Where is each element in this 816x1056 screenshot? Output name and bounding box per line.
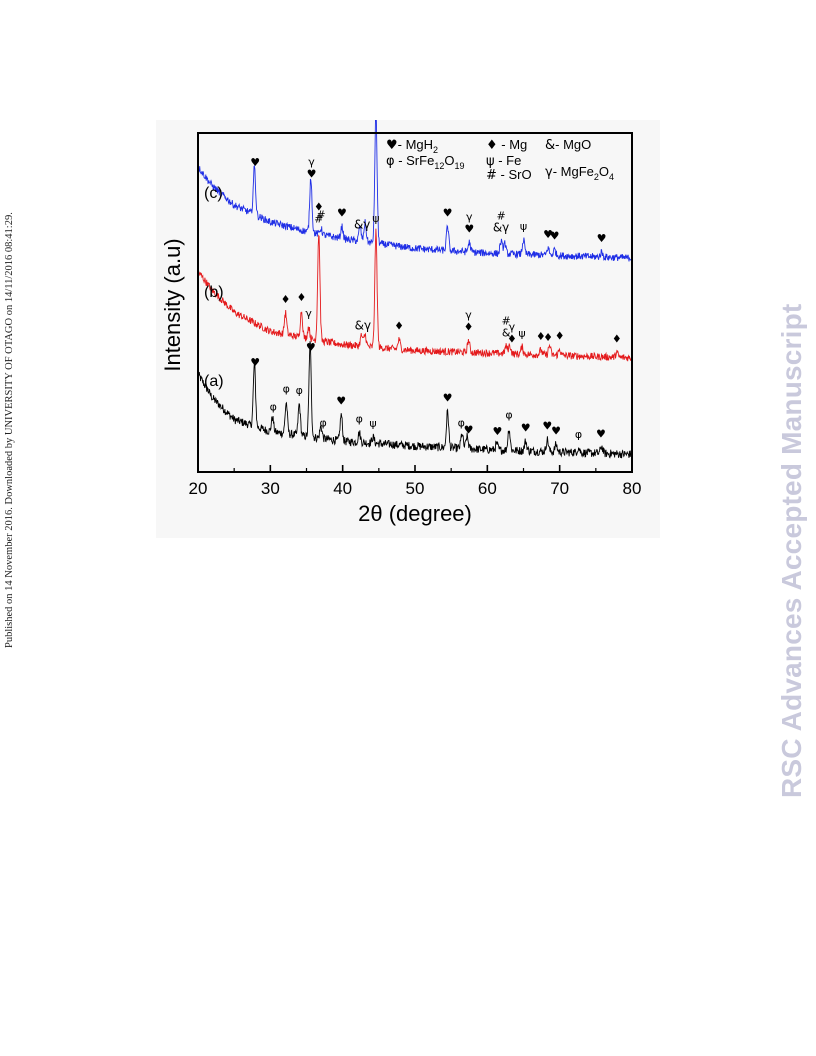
peak-marker: # <box>502 314 511 327</box>
peak-marker: ♥ <box>596 428 606 441</box>
peak-marker: ♥ <box>337 207 347 220</box>
legend-entry: ♦ - Mg <box>486 137 527 153</box>
x-tick-label: 70 <box>550 479 569 498</box>
xrd-figure-panel: (a) (b) (c) ♥ φ φ φ ♥ φ ♥ φ ψ ♥ φ ♥ ♥ φ ♥ ♥ ♥ φ ♥ ♦ ♦ γ # ♦ &γ ψ ♦ γ ♦… <box>156 120 660 538</box>
x-axis-label: 2θ (degree) <box>358 501 472 526</box>
peak-marker: ♥ <box>521 421 531 434</box>
peak-marker: ♥ <box>493 425 503 438</box>
legend-entry: ♥- MgH2 <box>386 137 438 155</box>
peak-marker-group: ♥φφ φ♥φ♥φ ψ♥φ♥ ♥φ♥ ♥♥ φ ♥♦ ♦γ#♦&γψ♦γ♦ #&γ♦ ψ ♦♦ ♦ ♦♥… <box>250 156 622 441</box>
xrd-chart: (a)(b)(c) ♥φφ φ♥φ♥φ ψ♥φ♥ ♥φ♥ ♥♥ φ ♥♦ ♦γ#♦&γψ♦γ♦… <box>160 120 642 526</box>
peak-marker: φ <box>356 413 363 426</box>
legend-entry: φ - SrFe12O19 <box>386 153 464 171</box>
peak-marker: ♦ <box>296 291 306 304</box>
peak-marker: ♦ <box>555 329 565 342</box>
legend-entry: &- MgO <box>545 137 591 153</box>
peak-marker: ♥ <box>250 356 260 369</box>
peak-marker: ♦ <box>464 320 474 333</box>
peak-marker: ♥ <box>250 156 260 169</box>
peak-marker: ψ <box>369 417 376 430</box>
peak-marker: φ <box>458 417 465 430</box>
x-tick-label: 30 <box>261 479 280 498</box>
peak-marker: &γ <box>354 217 370 231</box>
peak-marker: γ <box>465 308 472 321</box>
peak-marker: ♥ <box>542 420 552 433</box>
peak-marker: φ <box>320 417 327 430</box>
peak-marker: ♦ <box>281 293 291 306</box>
peak-marker: φ <box>283 383 290 396</box>
peak-marker: # <box>316 208 325 221</box>
y-axis-label: Intensity (a.u) <box>160 238 185 371</box>
legend-entry: ψ - Fe <box>486 153 521 169</box>
manuscript-watermark: RSC Advances Accepted Manuscript <box>776 303 807 798</box>
peak-marker: &γ <box>355 319 371 333</box>
x-tick-label: 20 <box>189 479 208 498</box>
peak-marker: ♦ <box>612 332 622 345</box>
peak-marker: ♦ <box>314 201 324 214</box>
peak-marker: φ <box>270 400 277 413</box>
peak-marker: ψ <box>372 212 379 225</box>
peak-marker: ♥ <box>443 392 453 405</box>
peak-marker: γ <box>509 321 516 334</box>
peak-marker: γ <box>305 307 312 320</box>
peak-marker: ♦ <box>507 333 517 346</box>
peak-marker: φ <box>505 409 512 422</box>
peak-marker: ♥ <box>543 228 553 241</box>
peak-marker: ♦ <box>394 320 404 333</box>
x-axis-ticks: 20 30 40 50 60 70 80 <box>189 465 642 498</box>
peak-marker: ♦ <box>536 330 546 343</box>
series-label: (c) <box>204 185 223 202</box>
peak-marker: &γ <box>493 221 509 235</box>
peak-marker: ♥ <box>336 395 346 408</box>
peak-marker: ♥ <box>464 423 474 436</box>
peak-marker: ♥ <box>307 168 317 181</box>
peak-marker: φ <box>296 384 303 397</box>
x-tick-label: 60 <box>478 479 497 498</box>
xrd-trace <box>197 341 633 459</box>
peak-marker: ♥ <box>597 232 607 245</box>
peak-marker: ψ <box>518 327 525 340</box>
peak-marker: γ <box>308 156 315 169</box>
peak-marker: ♥ <box>550 229 560 242</box>
series-label: (a) <box>204 373 224 390</box>
series-label: (b) <box>204 284 224 301</box>
trace-group: (a) (b) (c) <box>197 120 633 459</box>
peak-marker: # <box>496 210 505 223</box>
peak-marker: ♦ <box>543 331 553 344</box>
x-tick-label: 80 <box>623 479 642 498</box>
xrd-trace <box>197 228 633 362</box>
legend-entry: # - SrO <box>486 167 532 183</box>
chart-legend: ♥- MgH2 ♦ - Mg &- MgO φ - SrFe12O19 ψ - Fe γ-… <box>386 137 614 183</box>
x-tick-label: 50 <box>406 479 425 498</box>
peak-marker: ♥ <box>443 207 453 220</box>
peak-marker: # <box>314 213 323 226</box>
peak-marker: φ <box>575 428 582 441</box>
peak-marker: ♥ <box>306 341 316 354</box>
peak-marker: & <box>502 326 511 339</box>
publication-side-note: Published on 14 November 2016. Downloade… <box>4 212 15 648</box>
peak-marker: ♥ <box>551 425 561 438</box>
legend-entry: γ- MgFe2O4 <box>545 164 614 182</box>
xrd-trace <box>197 120 632 262</box>
peak-marker: ♥ <box>464 222 474 235</box>
peak-marker: ψ <box>520 220 527 233</box>
plot-frame <box>197 132 633 473</box>
x-tick-label: 40 <box>333 479 352 498</box>
peak-marker: γ <box>466 210 473 223</box>
